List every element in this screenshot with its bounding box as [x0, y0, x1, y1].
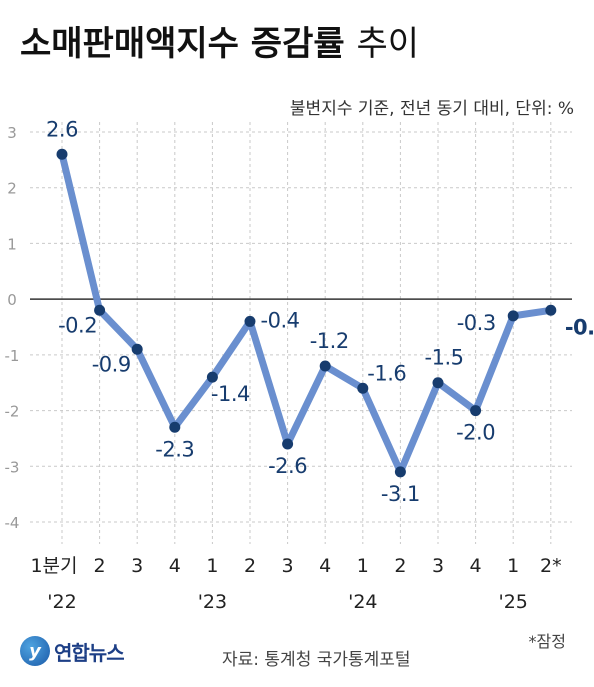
logo-text: 연합뉴스 [54, 640, 125, 665]
data-point [56, 148, 68, 160]
publisher-logo: y 연합뉴스 [20, 636, 125, 666]
data-point [206, 371, 218, 383]
data-point [244, 315, 256, 327]
data-label: -2.6 [268, 454, 307, 478]
x-tick-label: 4 [169, 555, 181, 577]
x-tick-label: 3 [282, 555, 294, 577]
source-note: 자료: 통계청 국가통계포털 [222, 650, 411, 670]
series-line [58, 150, 555, 476]
data-label: -1.5 [425, 346, 464, 370]
data-label: -0.9 [92, 352, 131, 376]
year-label: '22 [47, 591, 76, 613]
year-label: '25 [498, 591, 527, 613]
data-label: -0.2 [565, 315, 594, 339]
year-label: '23 [198, 591, 227, 613]
data-label: 2.6 [46, 117, 78, 141]
data-label: -1.6 [367, 361, 406, 385]
y-tick-label: -4 [5, 514, 20, 532]
data-label: -0.2 [58, 313, 97, 337]
data-point [94, 304, 106, 316]
x-tick-label: 2 [394, 555, 406, 577]
data-point [357, 382, 369, 394]
logo-mark-icon: y [20, 636, 50, 666]
title-suffix: 추이 [356, 24, 420, 64]
data-point [131, 343, 143, 355]
x-tick-label: 2 [94, 555, 106, 577]
y-tick-label: 3 [7, 124, 17, 142]
data-point [319, 360, 331, 372]
x-tick-label: 4 [319, 555, 331, 577]
x-tick-label: 3 [432, 555, 444, 577]
x-tick-label: 3 [131, 555, 143, 577]
x-tick-label: 1분기 [30, 555, 77, 577]
data-point [545, 304, 557, 316]
x-tick-label: 2 [244, 555, 256, 577]
data-point [394, 466, 406, 478]
x-tick-label: 1 [507, 555, 519, 577]
data-point [470, 405, 482, 417]
x-tick-label: 2* [540, 555, 562, 577]
data-label: -1.2 [310, 329, 349, 353]
data-label: -0.4 [261, 308, 300, 332]
data-label: -3.1 [381, 482, 420, 506]
y-tick-label: 0 [7, 291, 17, 309]
data-point [507, 310, 519, 322]
y-tick-label: -1 [5, 347, 20, 365]
data-label: -2.0 [456, 421, 495, 445]
chart-title: 소매판매액지수 증감률 추이 [20, 22, 419, 66]
year-label: '24 [348, 591, 377, 613]
data-label: -1.4 [211, 382, 250, 406]
title-main: 소매판매액지수 증감률 [20, 24, 345, 64]
data-point [282, 438, 294, 450]
chart-subtitle: 불변지수 기준, 전년 동기 대비, 단위: % [289, 99, 574, 119]
y-tick-label: -2 [5, 403, 20, 421]
x-tick-label: 1 [206, 555, 218, 577]
y-tick-label: -3 [5, 458, 20, 476]
x-tick-label: 4 [470, 555, 482, 577]
data-point [169, 421, 181, 433]
data-point [432, 377, 444, 389]
x-tick-label: 1 [357, 555, 369, 577]
provisional-note: *잠정 [528, 632, 566, 651]
y-tick-label: 1 [7, 235, 17, 253]
data-label: -0.3 [457, 311, 496, 335]
y-tick-label: 2 [7, 180, 17, 198]
data-label: -2.3 [155, 437, 194, 461]
